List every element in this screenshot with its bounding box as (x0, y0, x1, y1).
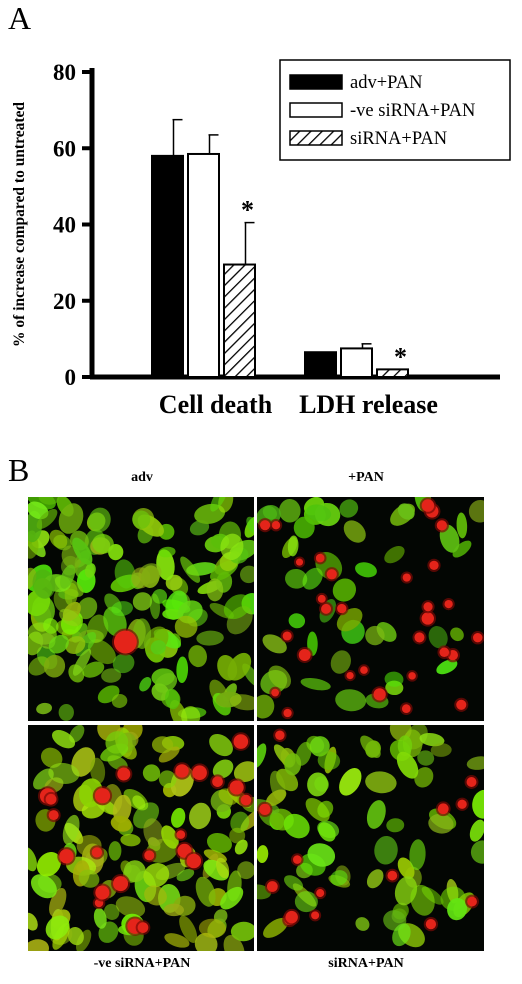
bar (151, 154, 184, 378)
legend-label: -ve siRNA+PAN (350, 101, 475, 121)
bar (304, 351, 337, 378)
category-label: LDH release (299, 390, 438, 419)
y-axis-label: % of increase compared to untreated (11, 102, 28, 347)
micrograph-label-pan: +PAN (348, 470, 384, 485)
micrograph-sirna-pan (257, 725, 484, 951)
panel-a-letter: A (8, 0, 32, 36)
y-tick-label: 40 (53, 213, 76, 238)
y-tick-label: 60 (53, 136, 76, 161)
bar (187, 152, 220, 378)
legend-swatch (289, 102, 343, 118)
micrograph-adv (28, 497, 254, 721)
legend-swatch (289, 130, 343, 146)
bar-chart: 0 20 40 60 80 % of increase compared to untre… (11, 59, 511, 419)
bar (340, 347, 373, 378)
bar (223, 263, 256, 378)
micrograph-label-sirna-pan: siRNA+PAN (328, 956, 404, 971)
y-tick-label: 0 (65, 365, 77, 390)
micrograph-label-neg-sirna-pan: -ve siRNA+PAN (93, 956, 191, 971)
y-tick-label: 20 (53, 289, 76, 314)
significance-marker: * (241, 196, 254, 225)
panel-b-letter: B (8, 452, 30, 488)
category-label: Cell death (159, 390, 273, 419)
legend-label: adv+PAN (350, 73, 422, 93)
legend-label: siRNA+PAN (350, 129, 447, 149)
micrograph-neg-sirna-pan (28, 725, 254, 951)
y-tick-label: 80 (53, 60, 76, 85)
micrograph-label-adv: adv (131, 470, 153, 485)
bar (376, 368, 409, 378)
micrograph-pan (257, 497, 484, 721)
significance-marker: * (394, 342, 407, 371)
legend-swatch (289, 74, 343, 90)
